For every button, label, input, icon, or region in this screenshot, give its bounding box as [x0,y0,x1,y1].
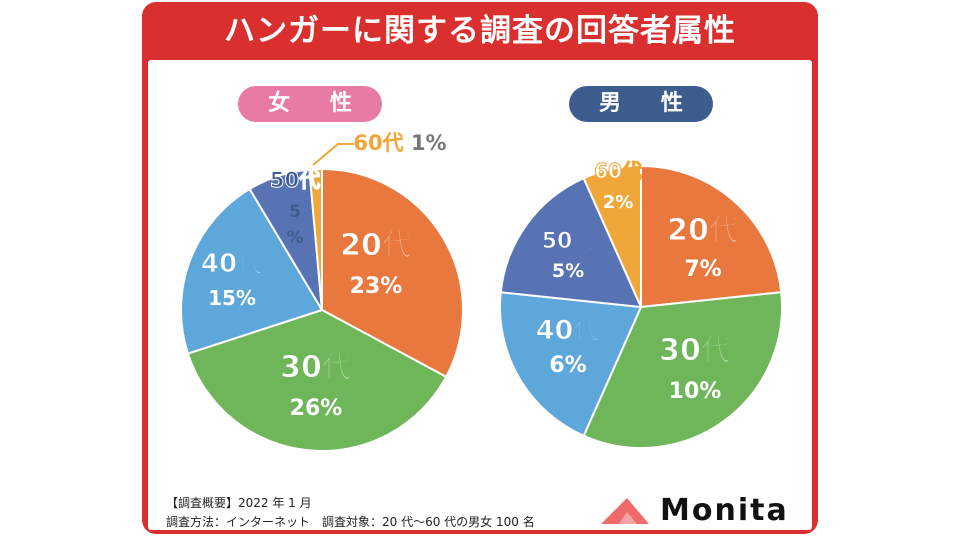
male-category-30代: 30代 [659,333,731,368]
survey-method: 調査方法：インターネット 調査対象：20 代〜60 代の男女 100 名 [166,513,535,530]
pie-charts: 20代 23% 30代 26% 40代 15% 50代 5 % 60代 1% 20代 7% 30代 10… [0,0,960,540]
male-percent-40代: 6% [549,353,586,378]
male-category-60代: 60代 [594,159,642,183]
male-percent-20代: 7% [684,257,721,282]
male-percent-50代: 5% [552,260,584,282]
female-label-60代: 60代 1% [353,131,446,155]
female-percent-30代: 26% [290,396,343,421]
male-percent-60代: 2% [603,192,634,213]
male-category-50代: 50代 [542,229,595,254]
female-category-50代: 50代 [270,168,320,192]
female-category-40代: 40代 [201,249,263,279]
male-category-40代: 40代 [536,315,601,346]
female-percent-20代: 23% [350,274,403,299]
male-category-20代: 20代 [667,213,739,248]
male-pie: 20代 7% 30代 10% 40代 6% 50代 5% 60代 2% [500,159,782,448]
brand-name: Monita [660,490,789,532]
female-leader-line [313,144,354,165]
female-category-30代: 30代 [280,350,352,385]
male-percent-30代: 10% [669,379,722,404]
female-percent-40代: 15% [208,286,256,310]
female-category-20代: 20代 [340,228,412,263]
survey-summary: 【調査概要】2022 年 1 月 [166,494,312,511]
